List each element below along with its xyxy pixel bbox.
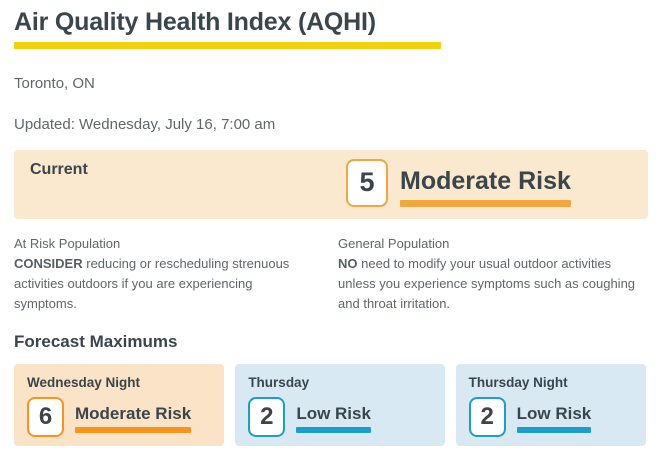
at-risk-body: reducing or rescheduling strenuous activ… bbox=[14, 255, 290, 311]
forecast-heading: Forecast Maximums bbox=[14, 331, 178, 351]
forecast-risk-label: Low Risk bbox=[516, 403, 592, 423]
page-title: Air Quality Health Index (AQHI) bbox=[14, 8, 376, 36]
forecast-reading: 2 Low Risk bbox=[468, 396, 636, 437]
forecast-reading: 2 Low Risk bbox=[248, 396, 434, 437]
forecast-risk-underline bbox=[296, 426, 371, 433]
title-underline bbox=[14, 41, 441, 49]
at-risk-heading: At Risk Population bbox=[14, 235, 121, 251]
forecast-risk-group: Moderate Risk bbox=[75, 403, 192, 433]
at-risk-text: CONSIDER reducing or rescheduling strenu… bbox=[14, 254, 312, 314]
forecast-risk-underline bbox=[75, 426, 192, 433]
forecast-risk-label: Low Risk bbox=[296, 403, 371, 423]
location-text: Toronto, ON bbox=[14, 74, 95, 92]
current-index-value: 5 bbox=[359, 167, 375, 198]
general-text: NO need to modify your usual outdoor act… bbox=[338, 254, 646, 314]
forecast-index-box: 2 bbox=[468, 396, 506, 437]
current-index-box: 5 bbox=[346, 158, 388, 207]
forecast-risk-group: Low Risk bbox=[296, 405, 371, 433]
forecast-index-value: 2 bbox=[480, 402, 494, 430]
general-body: need to modify your usual outdoor activi… bbox=[338, 255, 636, 311]
forecast-card-thursday: Thursday 2 Low Risk bbox=[235, 363, 445, 446]
current-risk-group: Moderate Risk bbox=[400, 166, 571, 207]
forecast-risk-underline bbox=[516, 426, 592, 433]
current-label: Current bbox=[30, 160, 88, 178]
forecast-period: Thursday bbox=[248, 374, 310, 390]
forecast-index-box: 2 bbox=[248, 396, 286, 437]
forecast-cards: Wednesday Night 6 Moderate Risk Thursday… bbox=[14, 363, 646, 446]
current-reading: 5 Moderate Risk bbox=[346, 158, 571, 207]
forecast-risk-group: Low Risk bbox=[516, 403, 592, 433]
general-emphasis: NO bbox=[338, 255, 358, 271]
forecast-period: Wednesday Night bbox=[27, 374, 141, 390]
forecast-card-wednesday-night: Wednesday Night 6 Moderate Risk bbox=[14, 363, 225, 446]
forecast-reading: 6 Moderate Risk bbox=[27, 396, 214, 437]
forecast-risk-label: Moderate Risk bbox=[75, 403, 192, 423]
current-conditions-panel: Current 5 Moderate Risk bbox=[14, 149, 648, 219]
at-risk-advice: At Risk Population CONSIDER reducing or … bbox=[14, 236, 312, 314]
forecast-period: Thursday Night bbox=[468, 374, 568, 390]
forecast-card-thursday-night: Thursday Night 2 Low Risk bbox=[455, 363, 646, 446]
general-population-advice: General Population NO need to modify you… bbox=[338, 236, 646, 314]
general-heading: General Population bbox=[338, 235, 450, 251]
at-risk-emphasis: CONSIDER bbox=[14, 255, 83, 271]
current-risk-underline bbox=[400, 199, 571, 207]
forecast-index-box: 6 bbox=[27, 396, 64, 437]
forecast-index-value: 2 bbox=[260, 402, 274, 430]
current-risk-label: Moderate Risk bbox=[400, 166, 571, 195]
advice-section: At Risk Population CONSIDER reducing or … bbox=[14, 236, 646, 314]
forecast-index-value: 6 bbox=[38, 402, 53, 430]
updated-timestamp: Updated: Wednesday, July 16, 7:00 am bbox=[14, 115, 276, 133]
aqhi-widget: Air Quality Health Index (AQHI) Toronto,… bbox=[14, 8, 648, 446]
